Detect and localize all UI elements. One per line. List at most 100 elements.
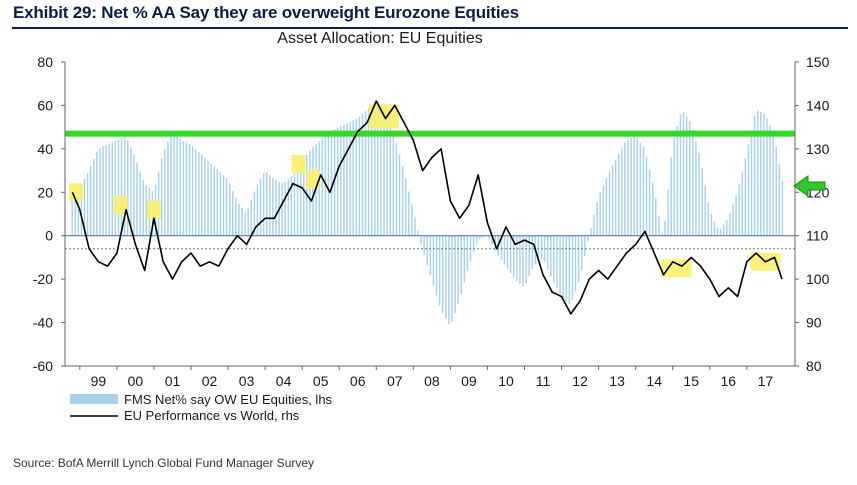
bar [553,235,555,283]
bar [519,235,521,284]
bar [574,235,577,292]
bar [713,221,716,236]
bar [738,184,740,236]
bar [426,235,429,265]
bar [213,166,215,236]
bar [361,113,364,236]
bar [287,178,290,236]
bar [244,212,246,236]
bar [500,235,503,261]
bar [562,235,564,299]
axes [61,61,799,370]
bar [417,230,419,236]
left-tick-label: 0 [45,228,53,244]
bar [781,180,784,236]
x-tick-label: 11 [536,373,551,389]
bar [374,102,376,236]
bar [250,200,253,236]
bar [479,235,481,240]
right-tick-label: 130 [806,141,830,157]
bar [358,116,361,236]
bar [355,119,358,236]
right-tick-label: 100 [806,271,830,287]
bar [695,141,697,236]
bar [546,235,549,270]
bar [682,112,685,236]
x-tick-label: 99 [91,373,107,389]
bar [380,105,382,236]
x-tick-label: 14 [646,373,662,389]
bar [136,162,138,236]
bar [284,181,286,236]
bar [584,235,586,256]
bar [463,235,466,283]
bar [401,165,404,236]
bar [191,146,194,236]
bar [336,127,339,236]
bar [225,178,228,236]
bar [389,123,391,236]
bar [296,167,299,236]
bar [664,220,666,236]
performance-line [71,100,783,315]
bar [617,154,620,236]
bar [102,146,104,236]
bar [565,235,567,302]
right-tick-label: 110 [806,228,829,244]
bar [340,126,342,236]
bar [235,198,237,236]
legend-bar-label: FMS Net% say OW EU Equities, lhs [124,392,333,407]
green-arrow-icon [793,174,826,197]
bar [438,235,441,306]
bar [201,154,203,236]
bar [408,191,410,236]
bar [719,228,722,236]
bar [423,235,425,255]
bar [247,208,249,236]
right-tick-label: 150 [806,54,830,70]
bar [602,185,605,236]
x-tick-label: 09 [461,373,477,389]
bar [599,192,601,236]
bar [346,123,348,236]
bar [164,148,166,236]
bar [772,132,774,236]
bar [327,132,330,236]
bar [621,148,623,236]
bar [117,139,120,236]
bar [96,151,98,236]
bar [528,235,530,277]
bar [651,182,654,236]
bar [145,185,148,236]
x-tick-label: 02 [202,373,218,389]
bar [160,158,163,236]
bar [587,235,589,242]
bar [167,141,169,236]
bar [778,163,781,236]
left-tick-label: -60 [33,358,53,374]
bar [71,196,73,236]
bar [673,137,676,236]
bar [614,159,617,236]
bar [303,159,305,236]
bar [126,140,129,236]
bar [735,195,737,236]
bar [550,235,552,277]
bar [522,235,524,287]
bar [556,235,558,289]
bar [231,190,234,236]
bar [747,144,750,236]
bar [750,130,753,236]
bar [259,178,262,236]
bar [120,137,123,236]
right-tick-label: 80 [806,358,822,374]
bar [210,163,212,236]
bar [472,235,475,253]
left-tick-label: 20 [37,184,53,200]
bar [256,184,259,236]
bar [182,141,185,236]
bar [383,108,385,236]
bar [441,235,444,314]
x-tick-label: 06 [350,373,366,389]
